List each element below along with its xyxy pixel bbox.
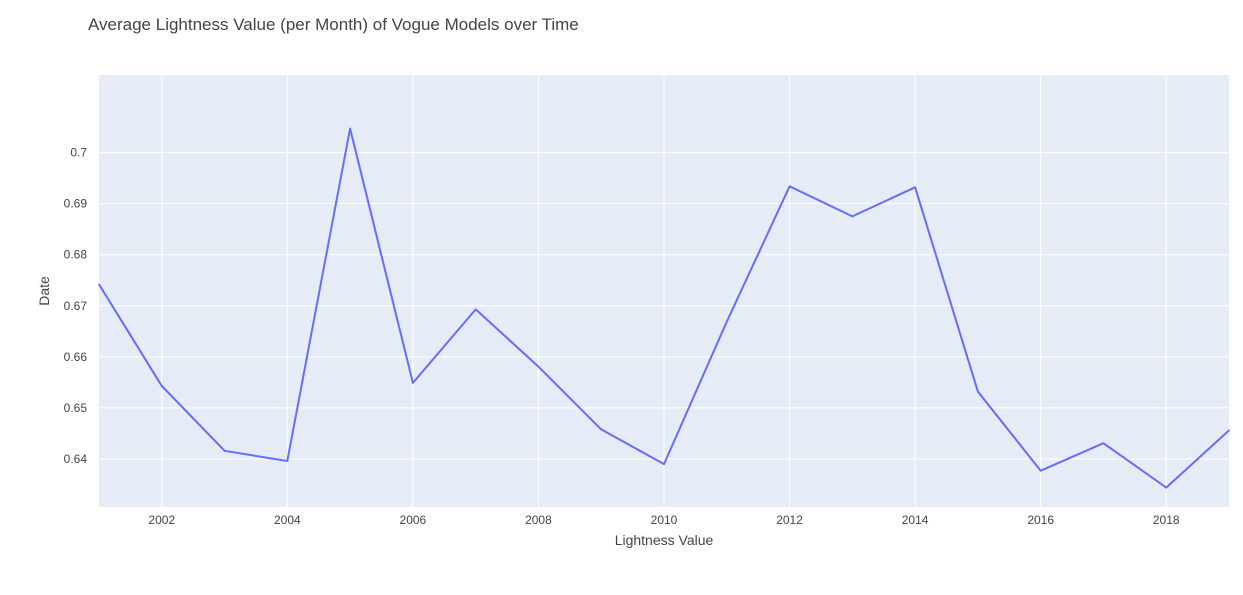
x-tick-label: 2012 — [776, 513, 803, 527]
data-point — [1039, 469, 1042, 472]
y-tick-label: 0.7 — [70, 146, 87, 160]
x-tick-label: 2004 — [274, 513, 301, 527]
data-point — [160, 385, 163, 387]
series-layer — [98, 127, 1230, 489]
y-tick-label: 0.64 — [64, 452, 88, 466]
y-tick-label: 0.67 — [64, 299, 88, 313]
y-gridlines — [99, 152, 1229, 460]
x-tick-labels: 2002 2004 2006 2008 2010 2012 2014 2016 2018 — [148, 513, 1179, 527]
data-point — [412, 382, 414, 384]
y-axis-title: Date — [36, 276, 52, 306]
y-tick-label: 0.65 — [64, 401, 88, 415]
y-tick-labels: 0.64 0.65 0.66 0.67 0.68 0.69 0.7 — [64, 146, 88, 466]
data-point — [1165, 486, 1168, 489]
x-axis-title: Lightness Value — [615, 532, 714, 548]
data-point — [537, 365, 540, 368]
x-tick-label: 2018 — [1153, 513, 1180, 527]
data-point — [788, 185, 791, 188]
data-point — [286, 460, 289, 462]
data-point — [600, 428, 603, 431]
y-tick-label: 0.69 — [64, 197, 88, 211]
data-point — [851, 215, 854, 218]
data-point — [1102, 442, 1105, 444]
data-point — [474, 308, 477, 311]
data-point — [914, 186, 916, 189]
y-tick-label: 0.68 — [64, 248, 88, 262]
data-point — [977, 390, 979, 393]
x-tick-label: 2010 — [651, 513, 678, 527]
x-tick-label: 2008 — [525, 513, 552, 527]
x-gridlines — [161, 75, 1167, 507]
data-point — [663, 463, 665, 465]
y-tick-label: 0.66 — [64, 350, 88, 364]
x-tick-label: 2006 — [400, 513, 427, 527]
data-point — [725, 320, 728, 323]
chart-title: Average Lightness Value (per Month) of V… — [88, 15, 579, 34]
x-tick-label: 2016 — [1027, 513, 1054, 527]
x-tick-label: 2014 — [902, 513, 929, 527]
data-point — [1228, 429, 1230, 432]
data-point — [223, 450, 226, 452]
data-point — [98, 283, 100, 286]
x-tick-label: 2002 — [148, 513, 175, 527]
data-point — [349, 127, 351, 130]
